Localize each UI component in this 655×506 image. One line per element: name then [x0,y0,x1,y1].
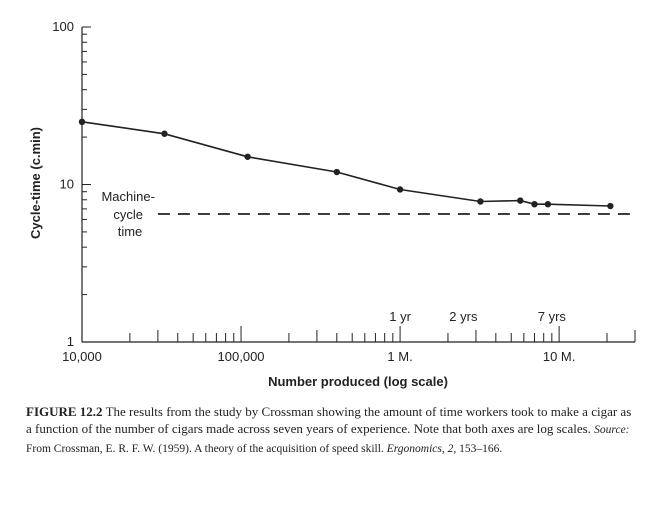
figure-caption: FIGURE 12.2 The results from the study b… [26,403,638,458]
data-point [333,168,340,176]
data-point [477,198,484,205]
data-point [517,197,524,204]
data-point [396,186,404,193]
machine-cycle-label: Machine- cycle time [101,189,158,239]
data-point [78,118,86,126]
year-annotation: 1 yr [389,309,411,324]
data-point [607,202,614,210]
learning-curve-chart: 1 10 100 10,000 100,000 1 M. 10 M. 1 yr 2 yrs 7… [28,19,636,389]
figure-label: FIGURE 12.2 [26,404,103,419]
y-tick-label: 1 [67,334,74,349]
y-tick-label: 100 [52,19,74,34]
x-tick-label: 1 M. [387,349,412,364]
caption-text: The results from the study by Crossman s… [26,404,632,436]
series-group [78,118,614,210]
journal-pages: 153–166. [459,443,503,455]
data-point [161,130,168,137]
data-point [531,200,538,208]
x-axis: 10,000 100,000 1 M. 10 M. [62,326,636,364]
source-label: Source: [594,424,630,436]
y-axis: 1 10 100 [52,19,91,349]
year-annotation: 7 yrs [538,309,567,324]
x-tick-label: 10,000 [62,349,102,364]
x-axis-title: Number produced (log scale) [268,374,448,389]
series-line [81,121,611,207]
data-point [544,200,552,208]
annotations: 1 yr 2 yrs 7 yrs [389,309,566,324]
data-point [244,153,251,160]
x-tick-label: 100,000 [218,349,265,364]
year-annotation: 2 yrs [449,309,478,324]
source-text: From Crossman, E. R. F. W. (1959). A the… [26,443,384,455]
y-axis-title: Cycle-time (c.min) [28,127,43,239]
y-tick-label: 10 [60,177,74,192]
x-tick-label: 10 M. [543,349,576,364]
journal-name: Ergonomics, 2, [386,443,457,455]
